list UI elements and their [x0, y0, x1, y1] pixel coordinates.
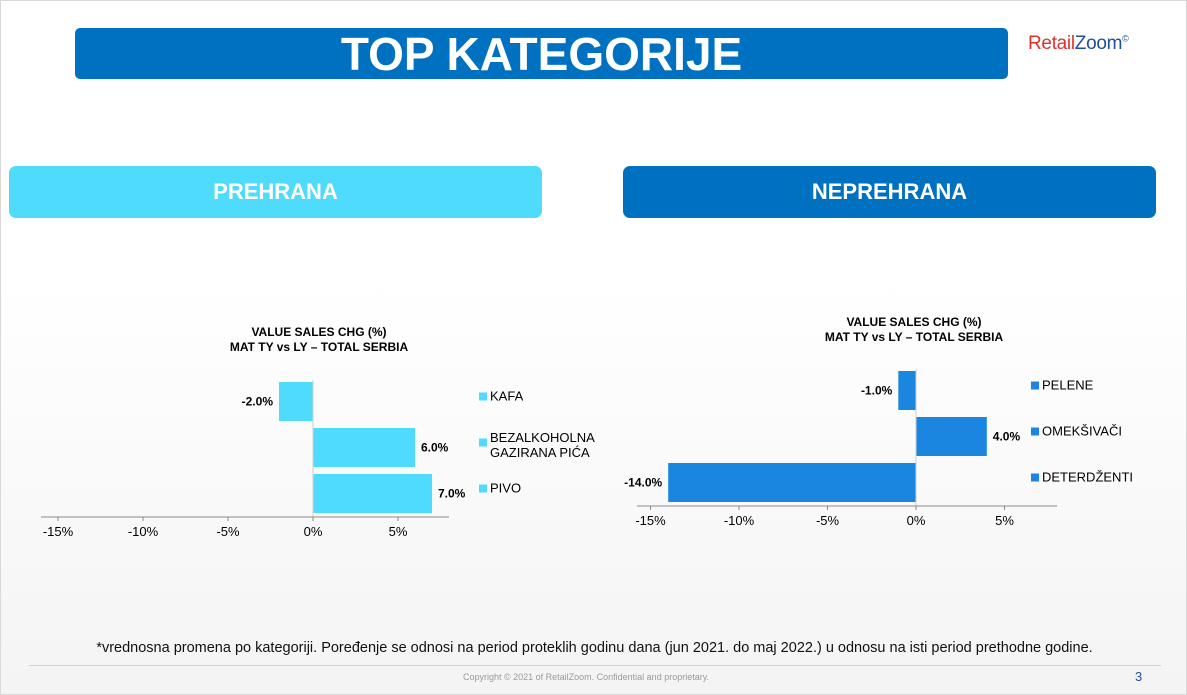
- chart-2-legend-label-2: OMEKŠIVAČI: [1042, 424, 1122, 439]
- chart-1-legend-label-3: PIVO: [490, 481, 521, 496]
- chart-1-title: VALUE SALES CHG (%): [251, 325, 386, 339]
- chart-1-legend-label-2-line-2: GAZIRANA PIĆA: [490, 445, 590, 460]
- logo-text-retail: Retail: [1028, 33, 1075, 54]
- chart-2-x-tick-label-5: 5%: [995, 513, 1014, 528]
- chart-2-subtitle: MAT TY vs LY – TOTAL SERBIA: [825, 330, 1004, 344]
- footer-divider: [29, 665, 1161, 666]
- chart-2-legend-label-1: PELENE: [1042, 378, 1094, 393]
- chart-1-bar-1: [279, 382, 313, 421]
- section-header-prehrana: PREHRANA: [9, 166, 542, 218]
- chart-1-legend-swatch-2: [479, 438, 487, 447]
- page-number: 3: [1135, 669, 1143, 684]
- chart-1-data-label-2: 6.0%: [421, 441, 449, 455]
- chart-2-bar-1: [898, 371, 916, 410]
- chart-2-title: VALUE SALES CHG (%): [846, 315, 981, 329]
- chart-2-data-label-1: -1.0%: [861, 384, 893, 398]
- logo-copyright-mark: ©: [1122, 33, 1129, 44]
- chart-2-legend-label-3: DETERDŽENTI: [1042, 470, 1133, 485]
- chart-2-x-tick-label-1: -15%: [635, 513, 666, 528]
- chart-1-x-tick-label-5: 5%: [389, 524, 408, 539]
- chart-1-x-tick-label-2: -10%: [128, 524, 159, 539]
- chart-2-legend-swatch-2: [1031, 427, 1039, 436]
- chart-2-bar-2: [916, 417, 987, 456]
- chart-1-bar-2: [313, 428, 415, 467]
- chart-1-x-tick-label-4: 0%: [304, 524, 323, 539]
- chart-1-x-tick-label-1: -15%: [43, 524, 74, 539]
- chart-2-x-tick-label-2: -10%: [724, 513, 755, 528]
- chart-1-bar-3: [313, 474, 432, 513]
- chart-1-subtitle: MAT TY vs LY – TOTAL SERBIA: [230, 340, 409, 354]
- logo-text-zoom: Zoom: [1074, 33, 1123, 54]
- chart-2-legend-swatch-1: [1031, 381, 1039, 390]
- chart-1-x-tick-label-3: -5%: [216, 524, 240, 539]
- chart-1-legend-label-2-line-1: BEZALKOHOLNA: [490, 430, 595, 445]
- footnote: *vrednosna promena po kategoriji. Poređe…: [96, 640, 1093, 656]
- chart-2-bar-3: [668, 463, 916, 502]
- retailzoom-logo: RetailZoom©: [1028, 33, 1129, 55]
- chart-2-data-label-2: 4.0%: [993, 430, 1021, 444]
- chart-1-legend-swatch-1: [479, 392, 487, 401]
- title-banner: TOP KATEGORIJE: [75, 28, 1008, 80]
- chart-1-legend-swatch-3: [479, 484, 487, 493]
- section-header-neprehrana: NEPREHRANA: [623, 166, 1156, 218]
- chart-2-x-tick-label-4: 0%: [907, 513, 926, 528]
- copyright-text: Copyright © 2021 of RetailZoom. Confiden…: [462, 672, 710, 682]
- chart-1-legend-label-1: KAFA: [490, 389, 524, 404]
- chart-2-data-label-3: -14.0%: [624, 476, 662, 490]
- chart-2-x-tick-label-3: -5%: [816, 513, 840, 528]
- chart-2-legend-swatch-3: [1031, 473, 1039, 482]
- chart-1-data-label-3: 7.0%: [438, 487, 466, 501]
- chart-1-data-label-1: -2.0%: [242, 395, 274, 409]
